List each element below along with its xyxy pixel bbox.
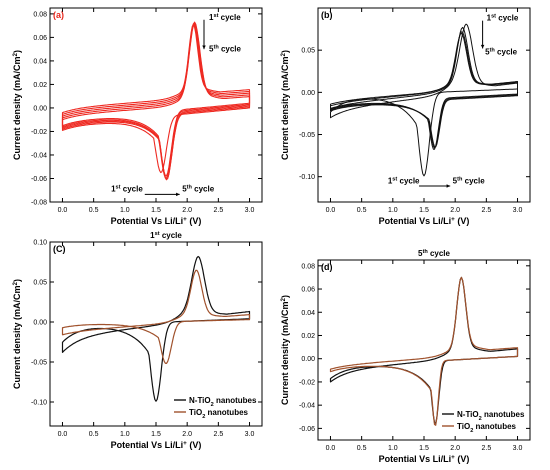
legend-entry-2: TiO2 nanotubes — [457, 422, 517, 434]
y-tick-label: -0.05 — [31, 360, 47, 367]
series-line-5 — [61, 23, 251, 174]
annotation-cycle-end-bottom: 5th cycle — [453, 176, 486, 185]
chart-panel-2: 0.0 0.5 1.0 1.5 2.0 2.5 3.0 -0.10 -0.05 0.00 0.05 P… — [280, 7, 531, 227]
chart-panel-1: 0.0 0.5 1.0 1.5 2.0 2.5 3.0 -0.08 -0.06 -0.04 -0.0… — [12, 7, 263, 227]
series-line-1 — [329, 276, 519, 424]
x-axis-label: Potential Vs Li/Li+ (V) — [379, 216, 470, 227]
cycle-arrow-bottom-head — [176, 192, 180, 197]
y-tick-label: 0.00 — [33, 105, 47, 112]
x-tick-label: 3.0 — [245, 431, 255, 438]
y-tick-label: 0.04 — [33, 58, 47, 65]
x-tick-label: 2.0 — [182, 431, 192, 438]
y-tick-label: -0.10 — [299, 174, 315, 181]
x-tick-label: 0.5 — [89, 207, 99, 214]
x-tick-label: 0.5 — [357, 207, 367, 214]
panel-label: (a) — [53, 10, 64, 20]
panel-label: (d) — [321, 262, 333, 272]
annotation-cycle-end: 5th cycle — [209, 45, 242, 54]
y-tick-label: 0.10 — [33, 240, 47, 247]
x-tick-label: 1.0 — [120, 431, 130, 438]
y-axis-label: Current density (mA/Cm2) — [12, 279, 23, 389]
legend-entry-1: N-TiO2 nanotubes — [189, 396, 257, 408]
y-tick-label: 0.08 — [33, 11, 47, 18]
x-tick-label: 0.0 — [326, 207, 336, 214]
y-tick-label: -0.04 — [299, 403, 315, 410]
y-tick-label: -0.06 — [299, 426, 315, 433]
x-tick-label: 0.0 — [326, 445, 336, 452]
y-tick-label: 0.00 — [33, 320, 47, 327]
x-tick-label: 1.0 — [388, 207, 398, 214]
panel-title: 5th cycle — [418, 249, 451, 258]
annotation-cycle-end-bottom: 5th cycle — [182, 184, 215, 193]
y-tick-label: 0.00 — [301, 356, 315, 363]
annotation-cycle-end: 5th cycle — [485, 47, 518, 56]
series-line-1 — [61, 255, 251, 402]
y-tick-label: -0.02 — [299, 379, 315, 386]
chart-panel-4: 0.0 0.5 1.0 1.5 2.0 2.5 3.0 -0.06 -0.04 -0.02 0.00… — [280, 249, 531, 464]
legend-entry-2: TiO2 nanotubes — [189, 408, 249, 420]
x-tick-label: 1.5 — [151, 431, 161, 438]
y-axis-label: Current density (mA/Cm2) — [280, 295, 291, 405]
x-tick-label: 1.0 — [388, 445, 398, 452]
y-tick-label: 0.06 — [301, 287, 315, 294]
x-tick-label: 0.0 — [58, 431, 68, 438]
x-tick-label: 0.5 — [357, 445, 367, 452]
y-tick-label: 0.08 — [301, 263, 315, 270]
x-tick-label: 1.5 — [151, 207, 161, 214]
y-tick-label: 0.00 — [301, 90, 315, 97]
x-tick-label: 2.5 — [213, 431, 223, 438]
panel-label: (C) — [53, 244, 66, 254]
y-tick-label: -0.06 — [31, 176, 47, 183]
x-tick-label: 2.0 — [450, 445, 460, 452]
x-tick-label: 3.0 — [513, 445, 523, 452]
cycle-arrow-bottom-head — [446, 184, 451, 188]
panel-title: 1st cycle — [150, 231, 182, 240]
annotation-cycle-start: 1st cycle — [487, 14, 519, 23]
annotation-cycle-start-bottom: 1st cycle — [388, 176, 420, 185]
series-line-2 — [329, 276, 519, 426]
x-tick-label: 3.0 — [513, 207, 523, 214]
y-tick-label: 0.05 — [33, 280, 47, 287]
y-tick-label: 0.05 — [301, 48, 315, 55]
y-tick-label: -0.05 — [299, 132, 315, 139]
y-axis-label: Current density (mA/Cm2) — [12, 50, 23, 160]
x-tick-label: 2.5 — [213, 207, 223, 214]
y-tick-label: -0.02 — [31, 129, 47, 136]
x-tick-label: 2.0 — [182, 207, 192, 214]
cycle-arrow-head — [202, 45, 206, 50]
x-tick-label: 1.5 — [419, 445, 429, 452]
y-tick-label: 0.02 — [301, 333, 315, 340]
annotation-cycle-start-bottom: 1st cycle — [111, 184, 143, 193]
y-axis-label: Current density (mA/Cm2) — [280, 50, 291, 160]
legend-entry-1: N-TiO2 nanotubes — [457, 410, 525, 422]
annotation-cycle-start: 1st cycle — [209, 13, 241, 22]
series-line-4 — [330, 32, 518, 148]
series-line-2 — [61, 269, 251, 364]
panel-label: (b) — [321, 10, 333, 20]
series-line-2 — [330, 26, 518, 150]
x-tick-label: 1.5 — [419, 207, 429, 214]
y-tick-label: 0.04 — [301, 310, 315, 317]
x-axis-label: Potential Vs Li/Li+ (V) — [379, 454, 470, 465]
y-tick-label: 0.06 — [33, 35, 47, 42]
y-tick-label: -0.10 — [31, 400, 47, 407]
x-tick-label: 0.5 — [89, 431, 99, 438]
x-axis-label: Potential Vs Li/Li+ (V) — [111, 216, 202, 227]
x-tick-label: 1.0 — [120, 207, 130, 214]
x-tick-label: 0.0 — [58, 207, 68, 214]
x-tick-label: 2.5 — [481, 445, 491, 452]
chart-panel-3: 0.0 0.5 1.0 1.5 2.0 2.5 3.0 -0.10 -0.05 0.00 0.05 0… — [12, 231, 263, 450]
cycle-arrow-head — [480, 44, 485, 49]
x-tick-label: 3.0 — [245, 207, 255, 214]
x-axis-label: Potential Vs Li/Li+ (V) — [111, 440, 202, 451]
y-tick-label: 0.02 — [33, 82, 47, 89]
y-tick-label: -0.08 — [31, 200, 47, 207]
y-tick-label: -0.04 — [31, 152, 47, 159]
x-tick-label: 2.0 — [450, 207, 460, 214]
x-tick-label: 2.5 — [481, 207, 491, 214]
